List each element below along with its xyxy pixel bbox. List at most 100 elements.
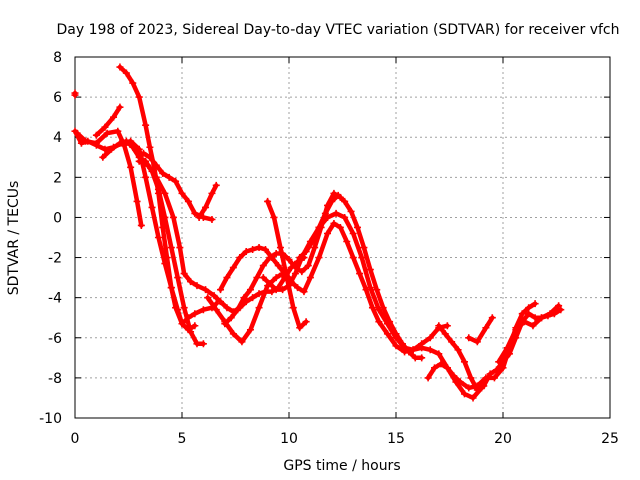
data-point <box>469 394 477 402</box>
axis-ticks <box>74 56 611 419</box>
data-point <box>426 334 434 342</box>
y-tick-label: 2 <box>53 170 62 186</box>
data-point <box>159 169 167 177</box>
data-point <box>531 314 539 322</box>
y-tick-label: -6 <box>48 331 62 347</box>
x-tick-label: 20 <box>494 431 512 447</box>
data-point <box>424 374 432 382</box>
data-point <box>212 181 220 189</box>
data-point <box>392 342 400 350</box>
data-point <box>272 250 280 258</box>
data-point <box>398 340 406 348</box>
data-point <box>223 274 231 282</box>
series-track-4 <box>94 104 123 138</box>
data-point <box>480 382 488 390</box>
data-point <box>279 286 287 294</box>
data-point <box>116 103 124 111</box>
data-point <box>538 314 546 322</box>
data-point <box>448 338 456 346</box>
data-point <box>122 69 130 77</box>
data-point <box>291 270 299 278</box>
data-traces <box>71 63 565 402</box>
data-point <box>152 161 160 169</box>
data-point <box>368 304 376 312</box>
data-point <box>165 173 173 181</box>
data-point <box>505 350 513 358</box>
data-point <box>315 223 323 231</box>
y-axis-label: SDTVAR / TECUs <box>6 181 22 296</box>
data-point <box>255 304 263 312</box>
data-point <box>116 63 124 71</box>
data-point <box>172 177 180 185</box>
data-point <box>360 244 368 252</box>
data-point <box>473 338 481 346</box>
data-point <box>195 213 203 221</box>
data-point <box>349 229 357 237</box>
data-point <box>302 318 310 326</box>
data-point <box>473 386 481 394</box>
data-point <box>418 354 426 362</box>
data-point <box>249 294 257 302</box>
data-point <box>253 274 261 282</box>
series-track-10 <box>205 271 292 345</box>
data-point <box>520 318 528 326</box>
data-point <box>294 284 302 292</box>
data-point <box>304 262 312 270</box>
data-point <box>103 129 111 137</box>
data-point <box>336 223 344 231</box>
data-point <box>191 322 199 330</box>
data-point <box>142 173 150 181</box>
data-point <box>246 326 254 334</box>
data-point <box>146 153 154 161</box>
data-point <box>343 238 351 246</box>
data-point <box>238 338 246 346</box>
data-point <box>296 324 304 332</box>
data-point <box>227 314 235 322</box>
data-point <box>174 274 182 282</box>
data-point <box>490 374 498 382</box>
data-point <box>309 238 317 246</box>
data-point <box>255 290 263 298</box>
data-point <box>512 326 520 334</box>
y-tick-label: -4 <box>48 291 62 307</box>
data-point <box>172 304 180 312</box>
data-point <box>486 370 494 378</box>
data-point <box>204 294 212 302</box>
data-point <box>270 213 278 221</box>
data-point <box>441 330 449 338</box>
data-point <box>349 254 357 262</box>
data-point <box>212 306 220 314</box>
data-point <box>268 288 276 296</box>
data-point <box>443 364 451 372</box>
plot-frame <box>74 56 611 419</box>
data-point <box>443 322 451 330</box>
data-point <box>366 266 374 274</box>
data-point <box>375 306 383 314</box>
data-point <box>144 161 152 169</box>
data-point <box>152 173 160 181</box>
series-track-9 <box>196 183 219 220</box>
x-tick-labels: 0 5 10 15 20 25 <box>71 431 619 447</box>
y-tick-label: -10 <box>39 411 62 427</box>
data-point <box>456 378 464 386</box>
data-point <box>210 292 218 300</box>
data-point <box>135 145 143 153</box>
data-point <box>242 248 250 256</box>
data-point <box>133 197 141 205</box>
data-point <box>127 163 135 171</box>
data-point <box>114 127 122 135</box>
data-point <box>493 366 501 374</box>
data-point <box>169 213 177 221</box>
data-point <box>202 286 210 294</box>
data-point <box>557 306 565 314</box>
data-point <box>101 123 109 131</box>
data-point <box>341 197 349 205</box>
data-point <box>358 254 366 262</box>
data-point <box>193 340 201 348</box>
data-point <box>154 189 162 197</box>
data-point <box>255 244 263 252</box>
data-point <box>465 334 473 342</box>
data-point <box>488 314 496 322</box>
data-point <box>330 189 338 197</box>
